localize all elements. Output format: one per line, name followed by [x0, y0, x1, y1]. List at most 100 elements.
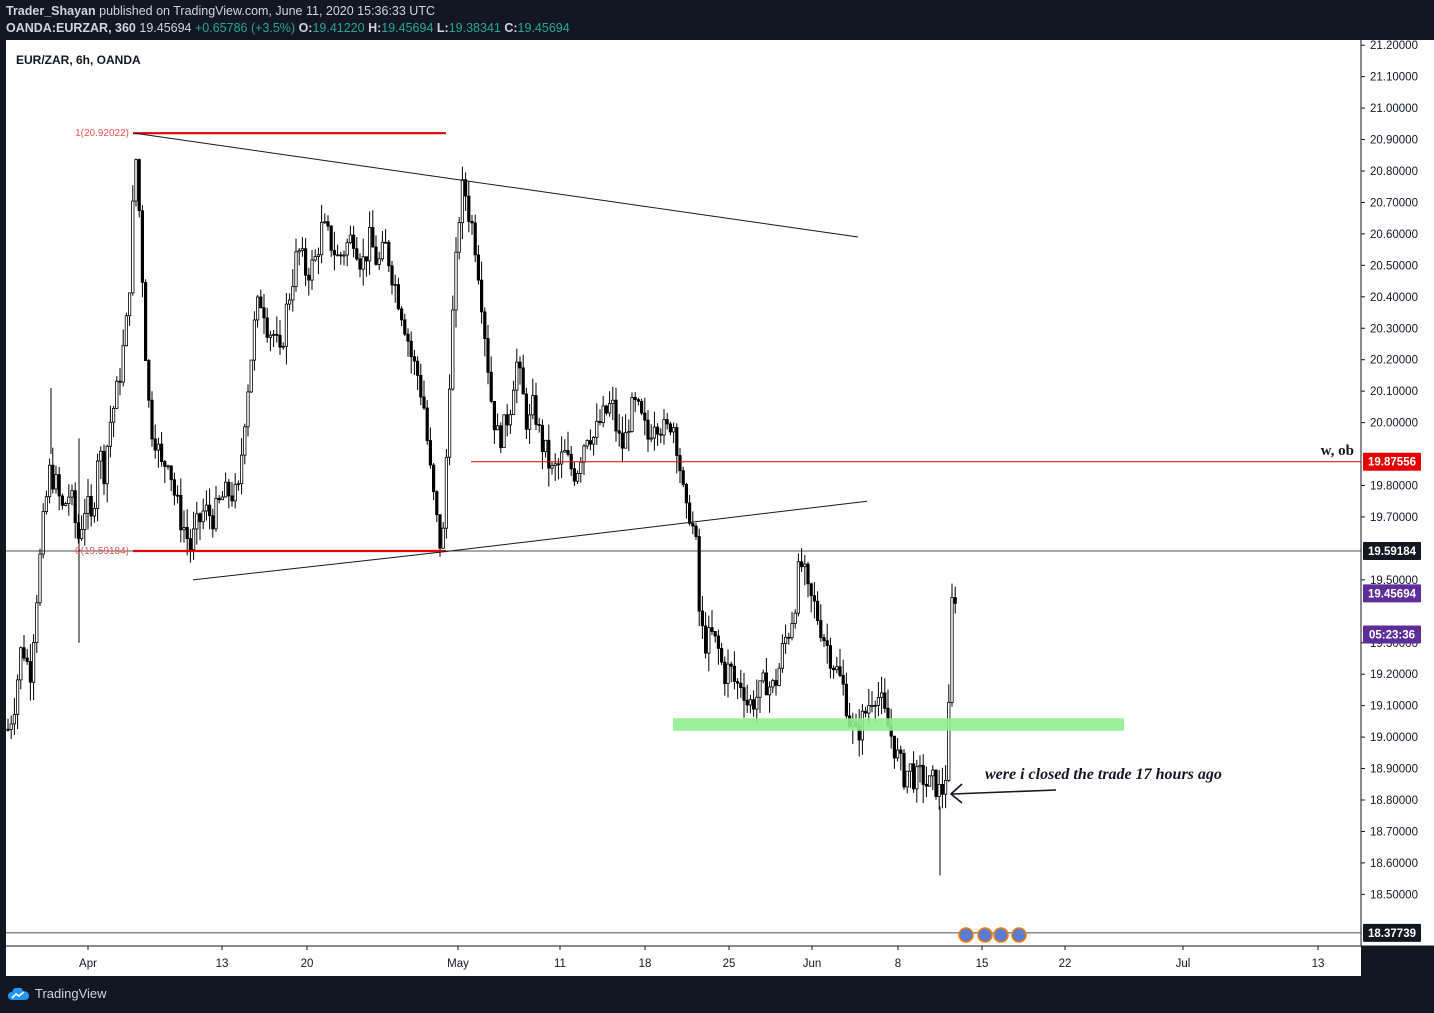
support-zone[interactable]: [673, 718, 1124, 731]
candle-body: [463, 179, 468, 197]
y-tick-label: 18.70000: [1370, 826, 1418, 838]
price-chart[interactable]: EUR/ZAR, 6h, OANDA 21.20000 21.10000 21.000…: [0, 40, 1434, 976]
candle-body: [745, 699, 749, 706]
candle-body: [806, 563, 810, 585]
candle-body: [822, 637, 826, 642]
candle-body: [185, 527, 189, 539]
candle-body: [499, 425, 503, 448]
trend-line-upper[interactable]: [134, 132, 859, 238]
candle-body: [150, 399, 154, 440]
candle-body: [159, 443, 164, 462]
candle-body: [934, 769, 938, 797]
candle-body: [112, 407, 116, 423]
candle-body: [44, 496, 49, 512]
candle-body: [803, 563, 807, 568]
open-value: 19.41220: [312, 21, 365, 35]
candle-body: [83, 512, 87, 530]
price-label: 05:23:36: [1369, 629, 1415, 641]
candle-body: [953, 597, 957, 604]
candle-body: [633, 396, 637, 401]
candle-body: [447, 388, 452, 458]
candle-body: [688, 502, 692, 524]
candle-body: [732, 665, 737, 683]
candle-body: [838, 666, 842, 676]
candle-body: [409, 340, 413, 358]
candle-body: [329, 225, 333, 251]
candle-body: [864, 710, 868, 714]
candle-body: [828, 645, 833, 669]
event-flag-icon[interactable]: [993, 927, 1009, 943]
y-tick-label: 20.30000: [1370, 323, 1418, 335]
candle-body: [207, 504, 212, 517]
y-tick-label: 20.70000: [1370, 197, 1418, 209]
candle-body: [287, 299, 292, 305]
candle-body: [32, 642, 36, 683]
publisher-name[interactable]: Trader_Shayan: [6, 4, 96, 18]
close-label: C:: [504, 21, 518, 35]
event-flag-icon[interactable]: [977, 927, 993, 943]
candle-body: [278, 334, 282, 348]
candle-body: [876, 697, 881, 706]
event-flag-icon[interactable]: [958, 927, 974, 943]
candle-body: [681, 470, 685, 485]
chart-title: EUR/ZAR, 6h, OANDA: [16, 53, 141, 67]
candle-body: [873, 704, 877, 707]
candle-body: [495, 425, 500, 431]
candle-body: [646, 419, 650, 440]
candle-body: [57, 474, 61, 497]
candle-body: [787, 636, 791, 639]
candle-body: [454, 251, 458, 311]
candle-body: [48, 464, 52, 498]
candle-body: [147, 360, 151, 401]
event-flag-icon[interactable]: [1011, 927, 1027, 943]
candle-body: [720, 648, 724, 663]
candle-body: [348, 234, 353, 244]
ohlc-line: OANDA:EURZAR, 360 19.45694 +0.65786 (+3.…: [6, 21, 570, 35]
candle-body: [444, 456, 449, 529]
y-tick-label: 20.10000: [1370, 386, 1418, 398]
candle-body: [6, 728, 10, 731]
candle-body: [479, 279, 484, 313]
candle-body: [576, 473, 580, 482]
candle-body: [812, 595, 817, 602]
tradingview-logo[interactable]: TradingView: [8, 986, 107, 1001]
candle-body: [284, 303, 289, 347]
fib-label-top: 1(20.92022): [75, 128, 129, 139]
candle-body: [371, 227, 375, 248]
x-tick-label: 25: [723, 958, 736, 970]
candle-body: [505, 414, 509, 426]
candle-body: [367, 227, 372, 262]
price-scale[interactable]: [1361, 40, 1434, 946]
candle-body: [108, 421, 112, 447]
x-tick-label: 8: [895, 958, 901, 970]
candle-body: [230, 495, 234, 502]
candle-body: [438, 514, 442, 549]
trend-line-lower-1[interactable]: [192, 551, 447, 581]
candle-body: [774, 680, 778, 686]
price-label-box: [1363, 923, 1421, 942]
candle-body: [694, 525, 698, 537]
y-tick-label: 21.20000: [1370, 40, 1418, 52]
time-scale[interactable]: [6, 946, 1361, 976]
candle-body: [275, 333, 279, 336]
candle-body: [617, 430, 621, 434]
y-tick-label: 20.40000: [1370, 292, 1418, 304]
candle-body: [470, 221, 474, 224]
candle-body: [291, 286, 295, 301]
candle-body: [588, 440, 593, 445]
candle-body: [662, 419, 666, 436]
candle-body: [780, 643, 785, 669]
candle-body: [928, 775, 932, 787]
x-tick-label: May: [447, 958, 469, 970]
candle-body: [835, 666, 839, 671]
candle-body: [841, 674, 845, 685]
candle-body: [537, 424, 541, 426]
trend-line-lower-2[interactable]: [445, 500, 868, 553]
x-tick-label: 18: [639, 958, 652, 970]
candle-body: [899, 749, 903, 754]
candle-body: [396, 284, 401, 310]
x-tick-label: 15: [976, 958, 989, 970]
candle-body: [339, 254, 343, 257]
candle-body: [652, 426, 657, 439]
y-tick-label: 18.50000: [1370, 889, 1418, 901]
